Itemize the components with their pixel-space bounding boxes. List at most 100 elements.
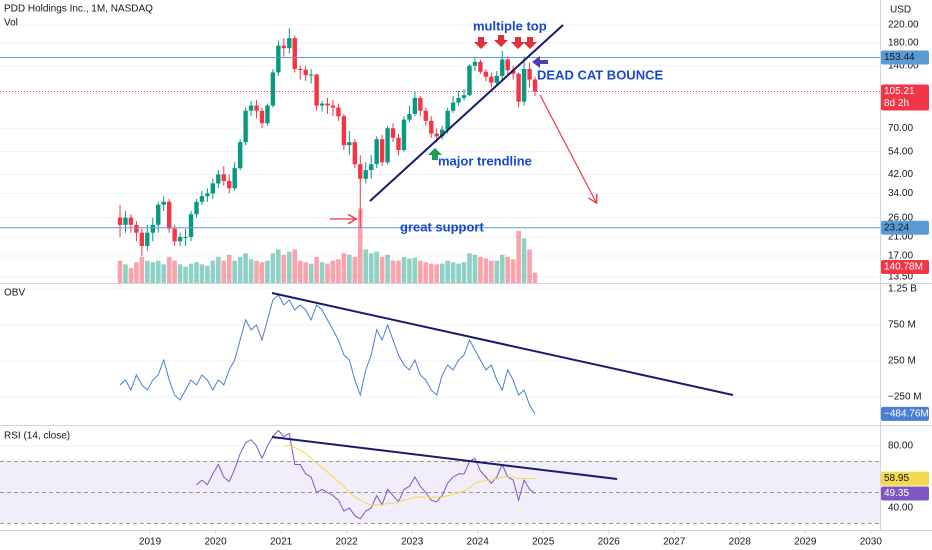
candle-body <box>429 120 434 134</box>
price-tag-label: 49.35 <box>884 488 909 499</box>
volume-bar <box>439 263 445 283</box>
volume-bar <box>428 263 434 283</box>
candle-body <box>472 61 478 66</box>
annotation: major trendline <box>438 153 532 168</box>
candle-body <box>461 95 467 98</box>
candle-body <box>156 204 161 225</box>
volume-bar <box>303 262 308 283</box>
x-tick-label: 2024 <box>467 537 490 548</box>
volume-bar <box>434 264 440 283</box>
volume-bar <box>188 263 194 283</box>
candle-body <box>254 105 259 111</box>
candle-body <box>161 201 166 205</box>
candle-body <box>194 201 199 215</box>
volume-bar <box>166 256 172 283</box>
line-series <box>283 445 536 506</box>
candle-body <box>439 129 445 137</box>
candle-body <box>374 139 379 165</box>
y-tick-label: 220.00 <box>888 20 919 31</box>
volume-bar <box>259 262 265 283</box>
annotation: DEAD CAT BOUNCE <box>537 67 663 82</box>
volume-bar <box>281 254 287 283</box>
candle-body <box>292 38 297 69</box>
volume-bar <box>401 256 407 283</box>
volume-bar <box>286 251 292 283</box>
volume-bar <box>510 259 516 283</box>
candle-body <box>450 102 456 111</box>
candle-body <box>145 232 150 246</box>
marks <box>0 28 880 520</box>
candle-body <box>281 45 287 49</box>
volume-bar <box>172 260 177 283</box>
candle-body <box>521 68 527 102</box>
candle-body <box>500 59 505 76</box>
volume-bar <box>248 259 254 283</box>
price-tag-label: 105.21 <box>884 86 915 97</box>
candle-body <box>276 45 281 73</box>
candle-body <box>505 59 510 71</box>
x-tick-label: 2025 <box>532 537 555 548</box>
candle-body <box>270 72 276 106</box>
candle-body <box>199 196 205 202</box>
candle-body <box>172 228 177 242</box>
volume-bar <box>336 259 341 283</box>
candle-body <box>210 183 216 194</box>
price-tag-label: 153.44 <box>884 52 915 63</box>
candle-body <box>259 110 265 124</box>
candle-body <box>298 68 303 70</box>
volume-bar <box>150 262 156 283</box>
volume-bar <box>516 230 521 283</box>
volume-bar <box>308 263 314 283</box>
volume-bar <box>123 264 128 283</box>
price-tag <box>881 406 929 421</box>
candle-body <box>532 79 538 92</box>
candle-body <box>319 103 325 106</box>
symbol-title: PDD Holdings Inc., 1M, NASDAQ <box>4 4 153 15</box>
candle-body <box>188 214 194 237</box>
volume-bar <box>243 253 248 283</box>
volume-bar <box>352 256 358 283</box>
line-series <box>196 429 536 520</box>
obv-trendline <box>271 292 734 396</box>
volume-bar <box>379 256 385 283</box>
volume-bar <box>128 268 134 283</box>
x-tick-label: 2026 <box>598 537 621 548</box>
y-tick-label: 250 M <box>888 356 916 367</box>
volume-bar <box>467 253 472 283</box>
candle-body <box>347 142 352 146</box>
candle-body <box>467 65 472 96</box>
price-tag-label: 58.95 <box>884 473 909 484</box>
y-tick-label: 13.50 <box>888 271 913 282</box>
x-tick-label: 2019 <box>139 537 162 548</box>
price-tag <box>881 220 929 235</box>
candle-body <box>456 97 461 103</box>
candle-body <box>232 168 237 189</box>
candle-body <box>330 105 336 108</box>
candle-body <box>308 74 314 76</box>
y-tick-label: 80.00 <box>888 441 913 452</box>
candle-body <box>134 224 139 233</box>
x-tick-label: 2028 <box>729 537 752 548</box>
volume-bar <box>237 256 243 283</box>
obv-title: OBV <box>4 288 25 299</box>
candle-body <box>123 217 128 225</box>
volume-bar <box>407 258 412 283</box>
candle-body <box>248 105 254 111</box>
volume-bar <box>226 254 232 283</box>
rsi-trendline <box>271 436 618 480</box>
price-tag-label: 23.24 <box>884 222 909 233</box>
candle-body <box>434 133 439 137</box>
x-tick-label: 2022 <box>336 537 359 548</box>
candle-body <box>177 236 183 242</box>
volume-bar <box>314 256 319 283</box>
candle-body <box>423 110 429 121</box>
candle-body <box>150 224 155 233</box>
candle-body <box>483 71 489 77</box>
y-tick-label: 750 M <box>888 320 916 331</box>
candle-body <box>401 119 407 151</box>
y-tick-label: 42.00 <box>888 169 913 180</box>
candle-body <box>314 74 319 106</box>
